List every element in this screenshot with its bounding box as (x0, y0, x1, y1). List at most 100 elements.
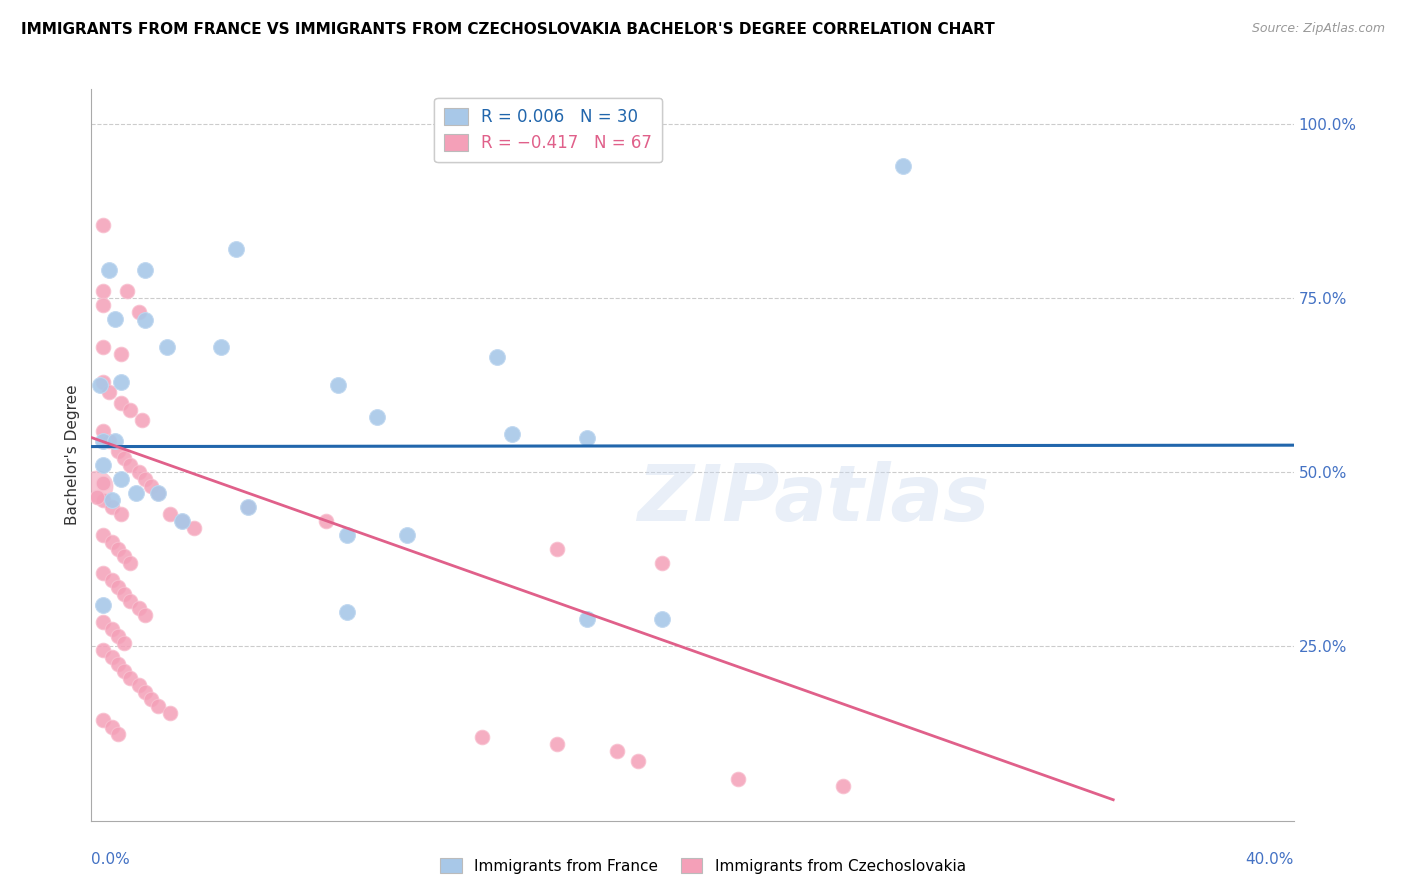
Point (128, 305, 150, 319)
Point (159, 507, 181, 521)
Text: 40.0%: 40.0% (1246, 852, 1294, 867)
Point (93, 643, 115, 657)
Point (336, 605, 359, 619)
Point (170, 514, 193, 528)
Point (101, 649, 124, 664)
Point (576, 430, 599, 444)
Point (93, 528, 115, 542)
Point (366, 409, 388, 424)
Point (93, 475, 115, 490)
Point (114, 549, 136, 563)
Text: IMMIGRANTS FROM FRANCE VS IMMIGRANTS FROM CZECHOSLOVAKIA BACHELOR'S DEGREE CORRE: IMMIGRANTS FROM FRANCE VS IMMIGRANTS FRO… (21, 22, 995, 37)
Point (93, 218, 115, 232)
Text: ZIPatlas: ZIPatlas (637, 461, 988, 537)
Point (101, 622, 124, 636)
Legend: R = 0.006   N = 30, R = −0.417   N = 67: R = 0.006 N = 30, R = −0.417 N = 67 (434, 97, 662, 162)
Point (326, 378, 349, 392)
Point (107, 541, 129, 556)
Point (651, 556, 673, 570)
Point (101, 720, 124, 734)
Point (114, 636, 136, 650)
Point (471, 730, 494, 744)
Point (93, 284, 115, 298)
Point (546, 541, 568, 556)
Point (110, 395, 132, 409)
Point (134, 685, 156, 699)
Point (93, 458, 115, 473)
Point (93, 424, 115, 438)
Point (98, 263, 121, 277)
Point (93, 598, 115, 612)
Point (93, 375, 115, 389)
Point (110, 347, 132, 361)
Y-axis label: Bachelor's Degree: Bachelor's Degree (65, 384, 80, 525)
Point (101, 535, 124, 549)
Point (486, 351, 509, 365)
Point (236, 500, 259, 515)
Point (146, 486, 169, 500)
Point (120, 458, 142, 473)
Point (155, 340, 177, 354)
Point (236, 500, 259, 515)
Point (86, 479, 108, 493)
Point (110, 507, 132, 521)
Point (114, 587, 136, 601)
Point (120, 671, 142, 685)
Point (225, 243, 247, 257)
Point (104, 434, 127, 448)
Point (141, 479, 163, 493)
Point (93, 566, 115, 581)
Point (128, 678, 150, 692)
Point (134, 263, 156, 277)
Point (576, 612, 599, 626)
Point (110, 472, 132, 486)
Point (315, 514, 337, 528)
Point (170, 514, 193, 528)
Point (727, 772, 749, 786)
Text: 0.0%: 0.0% (91, 852, 131, 867)
Point (120, 594, 142, 608)
Point (104, 312, 127, 326)
Point (606, 744, 628, 758)
Point (183, 521, 205, 535)
Point (93, 713, 115, 727)
Point (114, 451, 136, 466)
Point (93, 434, 115, 448)
Point (117, 284, 139, 298)
Point (209, 340, 232, 354)
Point (146, 698, 169, 713)
Point (86, 490, 108, 504)
Point (546, 737, 568, 751)
Point (336, 528, 359, 542)
Point (141, 691, 163, 706)
Point (128, 466, 150, 480)
Point (107, 444, 129, 458)
Point (395, 528, 418, 542)
Point (125, 486, 148, 500)
Point (134, 608, 156, 623)
Point (134, 472, 156, 486)
Point (134, 313, 156, 327)
Point (131, 413, 153, 427)
Point (107, 629, 129, 643)
Point (128, 601, 150, 615)
Point (98, 385, 121, 400)
Point (107, 726, 129, 740)
Point (120, 556, 142, 570)
Point (107, 580, 129, 594)
Point (93, 493, 115, 508)
Text: Source: ZipAtlas.com: Source: ZipAtlas.com (1251, 22, 1385, 36)
Point (501, 427, 523, 442)
Point (98, 434, 121, 448)
Point (120, 402, 142, 417)
Point (93, 340, 115, 354)
Point (101, 574, 124, 588)
Point (93, 298, 115, 312)
Point (114, 664, 136, 678)
Point (891, 159, 914, 173)
Point (146, 486, 169, 500)
Point (110, 375, 132, 389)
Point (627, 755, 650, 769)
Legend: Immigrants from France, Immigrants from Czechoslovakia: Immigrants from France, Immigrants from … (434, 852, 972, 880)
Point (831, 779, 853, 793)
